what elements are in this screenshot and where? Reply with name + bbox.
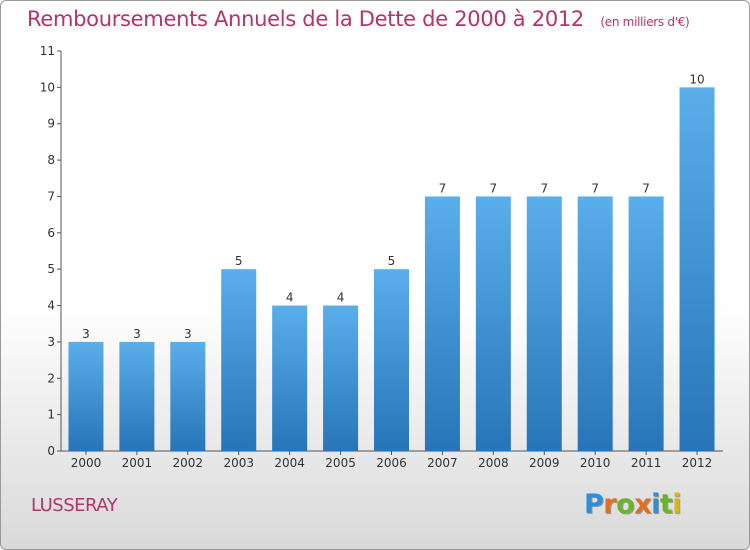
y-tick-label: 9 <box>47 117 55 131</box>
x-tick-label: 2009 <box>529 456 560 470</box>
town-name: LUSSERAY <box>31 495 118 516</box>
bar-value-label: 3 <box>82 327 90 341</box>
bar-value-label: 4 <box>337 291 345 305</box>
bar-value-label: 7 <box>642 181 650 195</box>
y-tick-label: 1 <box>47 408 55 422</box>
bar-2010 <box>577 196 613 451</box>
logo-letter: i <box>672 489 682 520</box>
bar-value-label: 5 <box>388 254 396 268</box>
bar-2000 <box>68 341 104 451</box>
y-tick-label: 11 <box>40 44 55 58</box>
bar-2004 <box>272 305 308 451</box>
chart-title-text: Remboursements Annuels de la Dette de 20… <box>27 7 584 31</box>
y-tick-label: 2 <box>47 371 55 385</box>
y-tick-label: 10 <box>40 80 55 94</box>
x-tick-label: 2003 <box>223 456 254 470</box>
x-tick-label: 2010 <box>580 456 611 470</box>
y-tick-label: 6 <box>47 226 55 240</box>
bar-2006 <box>374 269 409 451</box>
x-tick-label: 2006 <box>376 456 407 470</box>
bar-2008 <box>475 196 511 451</box>
bar-2011 <box>628 196 664 451</box>
x-tick-label: 2008 <box>478 456 509 470</box>
y-tick-label: 7 <box>47 189 55 203</box>
bar-value-label: 7 <box>540 181 548 195</box>
y-tick-label: 8 <box>47 153 55 167</box>
bar-value-label: 10 <box>689 72 704 86</box>
bar-2002 <box>170 341 206 451</box>
logo-letter: i <box>651 489 660 520</box>
x-tick-label: 2000 <box>71 456 102 470</box>
x-tick-label: 2012 <box>682 456 713 470</box>
bar-value-label: 3 <box>133 327 141 341</box>
proxiti-logo: Proxiti <box>584 489 682 520</box>
chart-title: Remboursements Annuels de la Dette de 20… <box>27 7 690 31</box>
logo-letter: P <box>584 489 604 520</box>
bar-value-label: 4 <box>286 291 294 305</box>
bar-2009 <box>526 196 562 451</box>
y-tick-label: 3 <box>47 335 55 349</box>
x-tick-label: 2001 <box>122 456 153 470</box>
bar-value-label: 7 <box>490 181 498 195</box>
bar-2007 <box>424 196 460 451</box>
x-tick-label: 2002 <box>173 456 204 470</box>
x-tick-label: 2005 <box>325 456 356 470</box>
logo-letter: x <box>634 489 652 520</box>
chart-unit-note: (en milliers d'€) <box>600 15 690 29</box>
y-tick-label: 5 <box>47 262 55 276</box>
bar-value-label: 7 <box>591 181 599 195</box>
bar-2001 <box>119 341 155 451</box>
y-tick-label: 0 <box>47 444 55 458</box>
x-tick-label: 2011 <box>631 456 662 470</box>
logo-letter: t <box>659 489 673 520</box>
x-tick-label: 2004 <box>274 456 305 470</box>
bar-value-label: 5 <box>235 254 243 268</box>
logo-letter: r <box>603 489 617 520</box>
bar-2003 <box>221 269 257 451</box>
bar-2012 <box>679 87 715 451</box>
logo-letter: o <box>616 489 635 520</box>
x-tick-label: 2007 <box>427 456 458 470</box>
bar-2005 <box>323 305 359 451</box>
bar-value-label: 3 <box>184 327 192 341</box>
y-tick-label: 4 <box>47 299 55 313</box>
bar-value-label: 7 <box>439 181 447 195</box>
